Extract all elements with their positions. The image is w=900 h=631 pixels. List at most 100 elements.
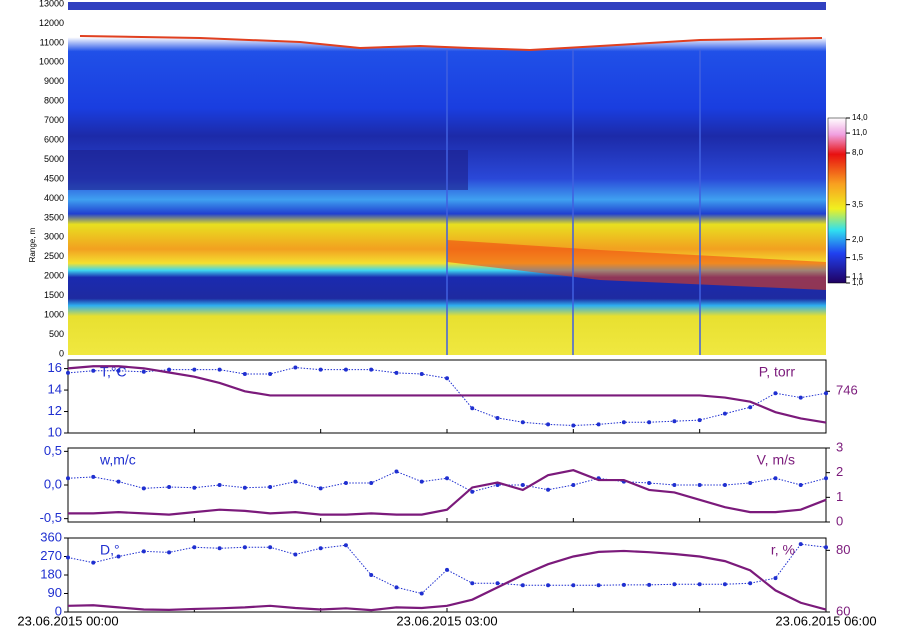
- series-point: [91, 474, 96, 479]
- series-point: [495, 483, 500, 487]
- series-point: [66, 476, 70, 481]
- series-point: [470, 581, 475, 586]
- series-point: [242, 545, 247, 550]
- dark-layer: [68, 150, 468, 190]
- range-tick-label: 3000: [44, 232, 64, 242]
- range-tick-label: 2500: [44, 251, 64, 261]
- series-point: [798, 483, 803, 487]
- y2-tick-label: 2: [836, 464, 843, 479]
- series-point: [824, 545, 828, 550]
- series-point: [824, 476, 828, 481]
- series-point: [242, 485, 247, 490]
- series-point: [116, 368, 121, 373]
- series-point: [520, 420, 525, 425]
- y2-tick-label: 1: [836, 489, 843, 504]
- series-point: [773, 476, 778, 481]
- series-point: [445, 567, 449, 572]
- series-point: [66, 555, 70, 560]
- series-point: [141, 369, 146, 374]
- range-tick-label: 4500: [44, 173, 64, 183]
- series-point: [91, 368, 96, 373]
- range-tick-label: 2000: [44, 271, 64, 281]
- range-tick-label: 3500: [44, 212, 64, 222]
- series-name: V, m/s: [757, 452, 795, 468]
- series-point: [697, 582, 702, 587]
- panel-frame: [67, 447, 827, 523]
- series-point: [167, 485, 172, 490]
- red-layer: [447, 240, 826, 290]
- colorbar-tick-label: 1,5: [852, 253, 864, 262]
- range-tick-label: 5000: [44, 154, 64, 164]
- series-point: [419, 371, 424, 376]
- series-point: [141, 549, 146, 554]
- panel-frame: [67, 537, 827, 613]
- range-tick-label: 9000: [44, 76, 64, 86]
- series-point: [141, 486, 146, 491]
- range-tick-label: 13000: [39, 0, 64, 8]
- y2-tick-label: 0: [836, 513, 843, 528]
- series-point: [647, 582, 652, 587]
- series-point: [419, 591, 424, 596]
- series-name: D,°: [100, 542, 120, 558]
- colorbar-tick-label: 11,0: [852, 128, 868, 137]
- range-tick-label: 11000: [40, 37, 64, 47]
- series-point: [672, 582, 677, 587]
- y-tick-label: 0,5: [44, 443, 62, 458]
- series-name: T,°C: [100, 364, 127, 380]
- series-point: [773, 576, 778, 581]
- series-point: [495, 581, 500, 586]
- series-point: [318, 546, 323, 551]
- series-line: [67, 549, 827, 612]
- series-point: [546, 583, 551, 588]
- series-point: [369, 480, 374, 485]
- y2-tick-label: 3: [836, 439, 843, 454]
- series-point: [217, 367, 222, 372]
- range-tick-label: 1000: [44, 309, 64, 319]
- colorbar-tick-label: 14,0: [852, 113, 868, 122]
- series-point: [546, 487, 551, 492]
- series-point: [445, 476, 449, 481]
- series-point: [268, 371, 273, 376]
- range-tick-label: 12000: [39, 18, 64, 28]
- y2-tick-label: 80: [836, 542, 850, 557]
- series-point: [369, 367, 374, 372]
- series-line: [67, 365, 827, 424]
- series-point: [192, 367, 197, 372]
- y-tick-label: 360: [40, 529, 62, 544]
- series-point: [394, 370, 399, 375]
- series-point: [621, 420, 626, 425]
- series-name: r, %: [771, 542, 795, 558]
- series-point: [722, 582, 727, 587]
- range-tick-label: 6000: [44, 134, 64, 144]
- series-point: [647, 420, 652, 425]
- y-tick-label: 10: [48, 424, 62, 439]
- colorbar-tick-label: 1,1: [852, 272, 864, 281]
- series-point: [268, 545, 273, 550]
- series-point: [798, 395, 803, 400]
- series-line: [67, 471, 827, 493]
- series-point: [722, 411, 727, 416]
- colorbar-tick-label: 1,0: [852, 278, 864, 287]
- series-point: [192, 545, 197, 550]
- series-point: [66, 370, 70, 375]
- series-point: [470, 489, 475, 494]
- series-name: w,m/c: [99, 452, 136, 468]
- time-tick-label: 23.06.2015 06:00: [775, 613, 876, 628]
- series-point: [394, 585, 399, 590]
- colorbar-tick-label: 8,0: [852, 148, 864, 157]
- range-tick-label: 1500: [44, 290, 64, 300]
- series-point: [672, 419, 677, 424]
- y-tick-label: 0,0: [44, 476, 62, 491]
- y-tick-label: 180: [40, 566, 62, 581]
- y-tick-label: 14: [48, 381, 62, 396]
- colorbar-tick-label: 2,0: [852, 235, 864, 244]
- series-point: [116, 479, 121, 484]
- range-tick-label: 8000: [44, 96, 64, 106]
- series-point: [419, 479, 424, 484]
- series-point: [217, 546, 222, 551]
- series-name: P, torr: [759, 364, 796, 380]
- series-point: [495, 415, 500, 420]
- series-point: [217, 483, 222, 487]
- series-point: [722, 483, 727, 487]
